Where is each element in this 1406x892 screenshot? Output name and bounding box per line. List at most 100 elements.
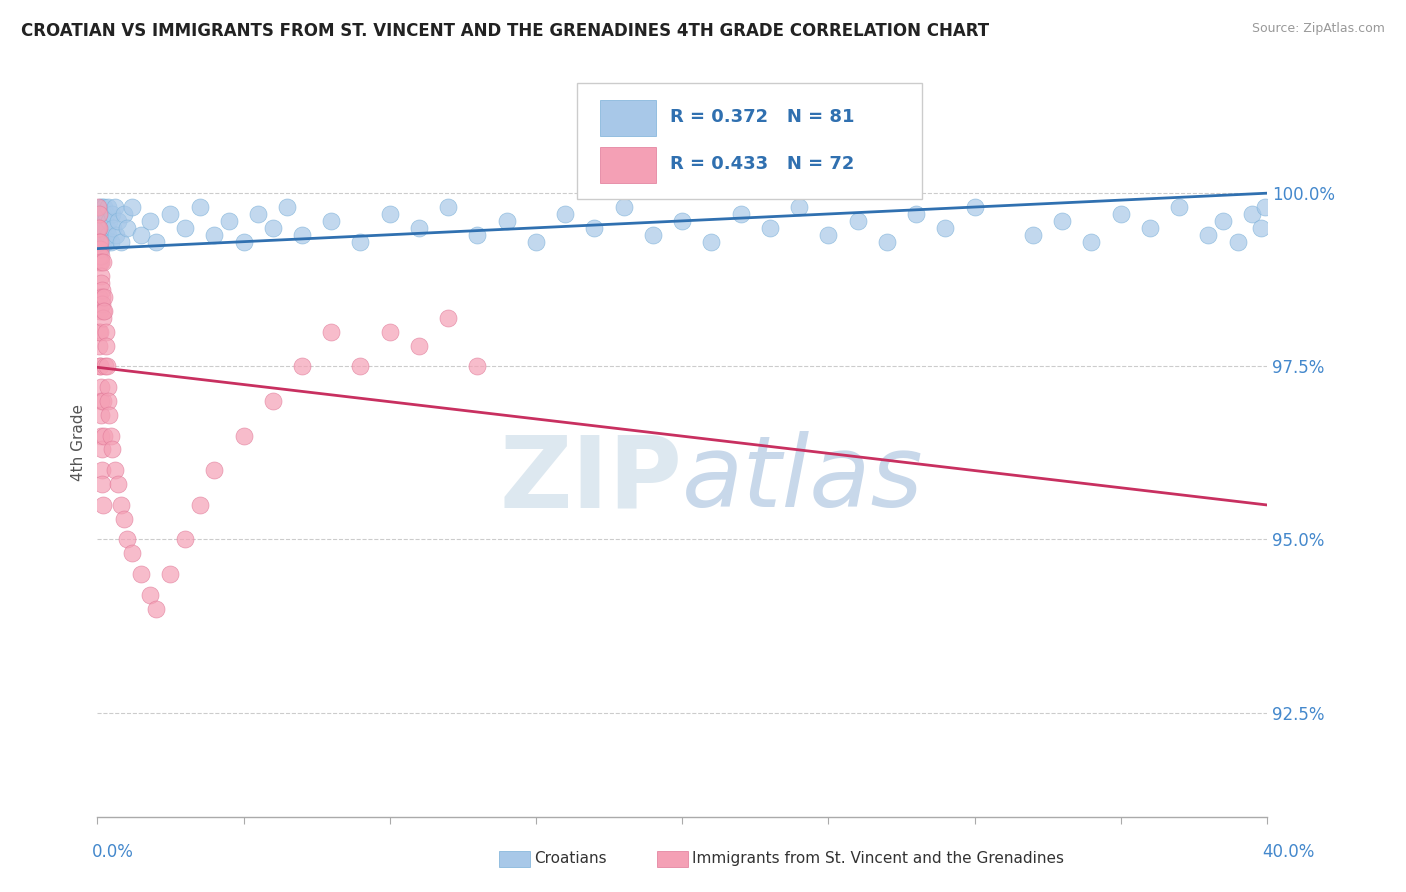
Point — [321, 325, 343, 339]
Point — [87, 242, 110, 256]
Text: atlas: atlas — [682, 432, 924, 528]
Point — [91, 498, 114, 512]
Point — [262, 394, 284, 409]
Text: R = 0.433   N = 72: R = 0.433 N = 72 — [671, 155, 855, 173]
Point — [90, 380, 112, 394]
Point — [105, 227, 128, 242]
Point — [90, 428, 112, 442]
Point — [378, 325, 401, 339]
Point — [90, 442, 112, 457]
Point — [1197, 227, 1219, 242]
Point — [90, 269, 112, 284]
Point — [94, 207, 117, 221]
Point — [262, 220, 284, 235]
Point — [91, 310, 114, 325]
Point — [100, 428, 122, 442]
Point — [139, 588, 162, 602]
Point — [1168, 200, 1191, 214]
Point — [107, 214, 129, 228]
Point — [110, 498, 132, 512]
Point — [91, 235, 114, 249]
Point — [218, 214, 240, 228]
Point — [1139, 220, 1161, 235]
Point — [554, 207, 576, 221]
Point — [90, 255, 112, 269]
Point — [139, 214, 162, 228]
Point — [96, 359, 118, 374]
Point — [90, 283, 112, 297]
Point — [91, 477, 114, 491]
Point — [87, 255, 110, 269]
Point — [97, 380, 120, 394]
Point — [87, 235, 110, 249]
Point — [121, 200, 143, 214]
Point — [89, 304, 111, 318]
Point — [817, 227, 839, 242]
Point — [89, 214, 111, 228]
Point — [89, 338, 111, 352]
Point — [1080, 235, 1102, 249]
Point — [104, 463, 127, 477]
Point — [1022, 227, 1045, 242]
Point — [291, 227, 314, 242]
Point — [93, 304, 115, 318]
Point — [104, 200, 127, 214]
Point — [112, 207, 135, 221]
Point — [90, 408, 112, 422]
Point — [89, 248, 111, 262]
Point — [89, 359, 111, 374]
Point — [91, 297, 114, 311]
Point — [524, 235, 547, 249]
Point — [671, 214, 693, 228]
Point — [129, 227, 152, 242]
Point — [408, 220, 430, 235]
Point — [91, 394, 114, 409]
Point — [1241, 207, 1264, 221]
Point — [232, 235, 254, 249]
Text: Immigrants from St. Vincent and the Grenadines: Immigrants from St. Vincent and the Gren… — [692, 852, 1064, 866]
Point — [97, 394, 120, 409]
Point — [276, 200, 298, 214]
Point — [467, 359, 489, 374]
Text: 0.0%: 0.0% — [91, 843, 134, 861]
Point — [87, 220, 110, 235]
Point — [87, 207, 110, 221]
Point — [89, 200, 111, 214]
Point — [188, 498, 211, 512]
Point — [467, 227, 489, 242]
Point — [89, 255, 111, 269]
Point — [174, 220, 197, 235]
Point — [1050, 214, 1073, 228]
Point — [159, 207, 181, 221]
Point — [96, 220, 118, 235]
Point — [129, 567, 152, 582]
Point — [1109, 207, 1132, 221]
FancyBboxPatch shape — [576, 84, 922, 200]
Point — [349, 235, 371, 249]
Point — [145, 601, 167, 615]
Point — [91, 214, 114, 228]
Point — [349, 359, 371, 374]
Point — [94, 325, 117, 339]
Point — [90, 394, 112, 409]
Point — [90, 277, 112, 291]
Point — [101, 207, 124, 221]
Point — [112, 512, 135, 526]
Point — [93, 290, 115, 304]
Point — [378, 207, 401, 221]
Point — [174, 533, 197, 547]
Point — [97, 227, 120, 242]
Point — [876, 235, 898, 249]
Point — [93, 359, 115, 374]
Point — [91, 220, 114, 235]
Point — [321, 214, 343, 228]
Point — [91, 304, 114, 318]
Point — [91, 290, 114, 304]
Point — [188, 200, 211, 214]
Text: Croatians: Croatians — [534, 852, 607, 866]
Point — [115, 220, 138, 235]
Point — [90, 207, 112, 221]
Point — [90, 227, 112, 242]
Text: Source: ZipAtlas.com: Source: ZipAtlas.com — [1251, 22, 1385, 36]
Point — [121, 546, 143, 560]
